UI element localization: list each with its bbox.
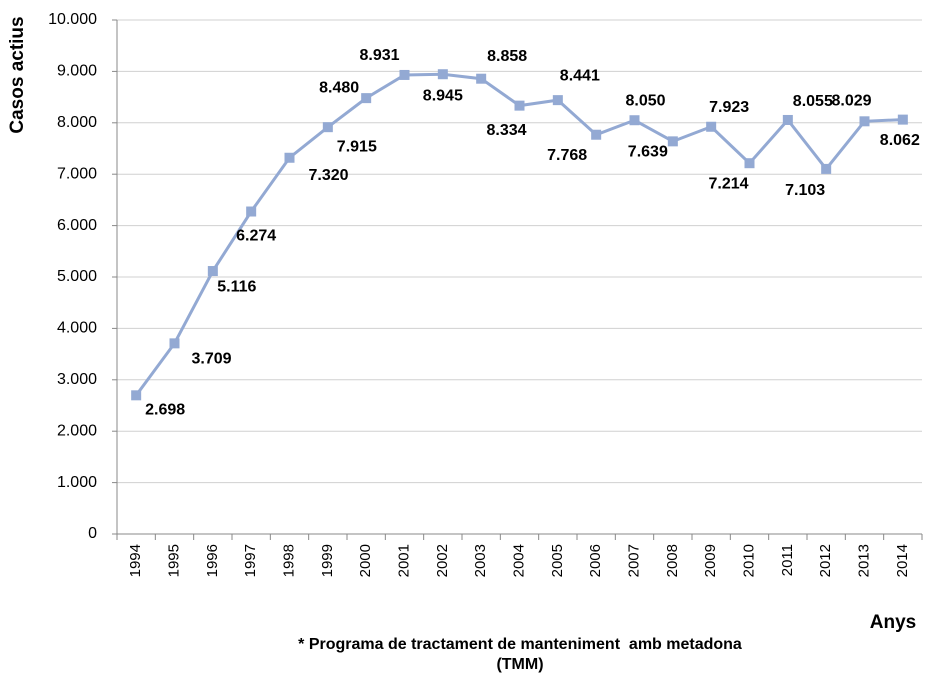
x-tick-label: 2002 — [434, 544, 451, 577]
marker — [706, 121, 717, 132]
marker — [131, 390, 142, 401]
y-tick-label: 10.000 — [48, 11, 97, 28]
y-tick-label: 4.000 — [57, 320, 97, 337]
x-tick-label: 2005 — [549, 544, 566, 577]
marker — [591, 129, 602, 140]
x-tick-label: 1994 — [127, 544, 144, 577]
data-label: 8.062 — [880, 132, 920, 149]
data-label: 8.055 — [793, 93, 833, 110]
y-tick-label: 0 — [88, 525, 97, 542]
x-tick-label: 2010 — [740, 544, 757, 577]
y-axis-title: Casos actius — [7, 16, 28, 133]
x-tick-label: 2007 — [625, 544, 642, 577]
y-tick-label: 1.000 — [57, 474, 97, 491]
data-label: 8.029 — [831, 93, 871, 110]
data-label: 8.945 — [423, 87, 463, 104]
x-tick-label: 2008 — [664, 544, 681, 577]
marker — [361, 93, 372, 104]
x-tick-label: 1997 — [242, 544, 259, 577]
data-label: 8.931 — [359, 47, 399, 64]
x-tick-label: 2006 — [587, 544, 604, 577]
data-label: 8.480 — [319, 79, 359, 96]
x-tick-label: 2011 — [779, 544, 796, 576]
marker — [207, 266, 218, 277]
marker — [821, 163, 832, 174]
footnote: * Programa de tractament de manteniment … — [298, 636, 742, 653]
data-label: 3.709 — [191, 351, 231, 368]
data-label: 7.639 — [628, 144, 668, 161]
data-label: 2.698 — [145, 402, 185, 419]
marker — [552, 95, 563, 106]
x-tick-label: 2012 — [817, 544, 834, 577]
x-tick-label: 2001 — [395, 544, 412, 577]
footnote: (TMM) — [496, 656, 543, 673]
x-tick-label: 2014 — [894, 544, 911, 577]
y-tick-label: 6.000 — [57, 217, 97, 234]
data-label: 7.320 — [308, 167, 348, 184]
data-label: 8.858 — [487, 48, 527, 65]
marker — [284, 152, 295, 163]
marker — [169, 338, 180, 349]
marker — [322, 122, 333, 133]
y-tick-label: 7.000 — [57, 165, 97, 182]
x-tick-label: 2009 — [702, 544, 719, 577]
data-label: 7.103 — [785, 182, 825, 199]
data-label: 7.768 — [547, 147, 587, 164]
marker — [782, 114, 793, 125]
data-label: 8.441 — [560, 67, 600, 84]
x-tick-label: 1998 — [280, 544, 297, 577]
y-tick-label: 5.000 — [57, 268, 97, 285]
data-label: 7.915 — [337, 138, 377, 155]
y-tick-label: 2.000 — [57, 422, 97, 439]
x-tick-label: 2003 — [472, 544, 489, 577]
marker — [629, 115, 640, 126]
data-label: 5.116 — [217, 278, 256, 295]
marker — [744, 158, 755, 169]
data-label: 8.334 — [486, 122, 526, 139]
marker — [514, 100, 525, 111]
marker — [399, 69, 410, 80]
data-label: 7.923 — [709, 99, 749, 116]
x-axis-title: Anys — [870, 612, 916, 633]
y-tick-label: 9.000 — [57, 63, 97, 80]
marker — [476, 73, 487, 84]
data-label: 8.050 — [625, 92, 665, 109]
x-tick-label: 1999 — [319, 544, 336, 577]
x-tick-label: 1995 — [165, 544, 182, 577]
y-tick-label: 8.000 — [57, 114, 97, 131]
x-tick-label: 2000 — [357, 544, 374, 577]
marker — [897, 114, 908, 125]
y-tick-label: 3.000 — [57, 371, 97, 388]
marker — [859, 116, 870, 127]
marker — [246, 206, 257, 217]
data-label: 6.274 — [236, 228, 276, 245]
data-label: 7.214 — [708, 175, 748, 192]
x-tick-label: 2013 — [855, 544, 872, 577]
x-tick-label: 1996 — [204, 544, 221, 577]
marker — [437, 69, 448, 80]
x-tick-label: 2004 — [510, 544, 527, 577]
marker — [667, 136, 678, 147]
